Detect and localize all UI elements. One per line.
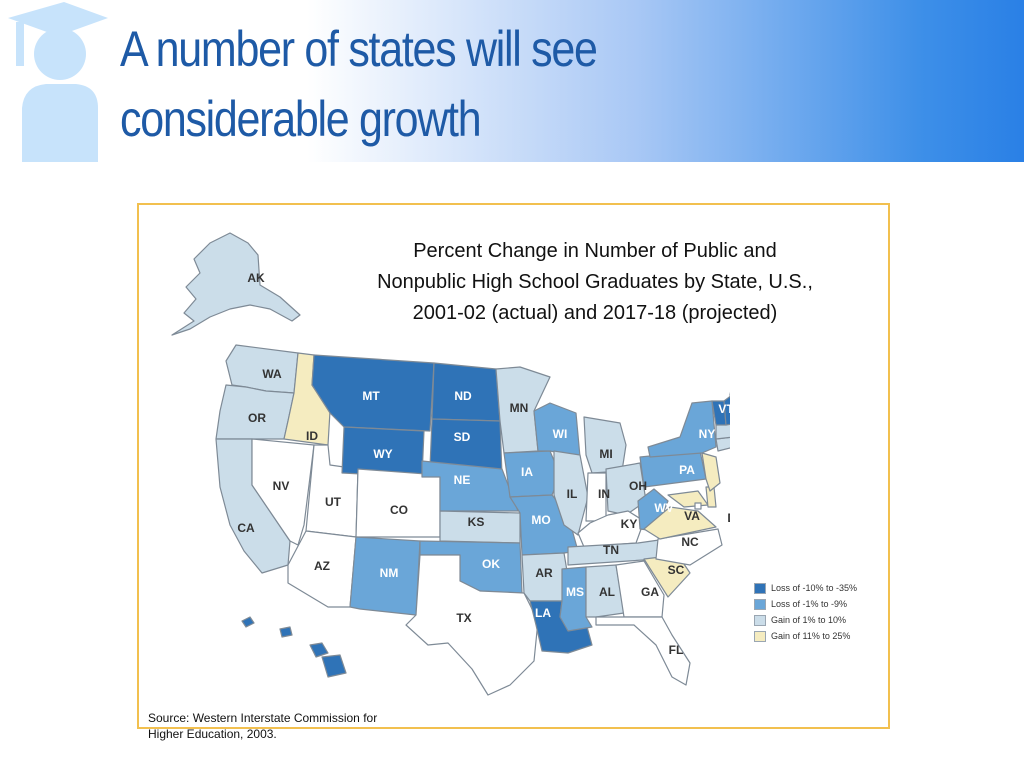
state-label-wa: WA [262, 367, 282, 381]
state-label-oh: OH [629, 479, 647, 493]
state-label-ca: CA [237, 521, 255, 535]
state-label-mo: MO [531, 513, 550, 527]
legend-item-2: Gain of 1% to 10% [754, 612, 874, 628]
state-label-wv: WV [654, 501, 673, 515]
graduate-icon [8, 2, 108, 162]
state-label-nd: ND [454, 389, 472, 403]
state-label-al: AL [599, 585, 615, 599]
legend-swatch-0 [754, 582, 766, 594]
title-banner [0, 0, 1024, 162]
state-label-id: ID [306, 429, 318, 443]
legend-swatch-3 [754, 630, 766, 642]
state-label-ar: AR [535, 566, 553, 580]
state-nm [349, 536, 421, 616]
state-label-wy: WY [373, 447, 392, 461]
legend-item-0: Loss of -10% to -35% [754, 580, 874, 596]
state-label-mn: MN [510, 401, 529, 415]
state-label-ok: OK [482, 557, 500, 571]
state-label-ga: GA [641, 585, 659, 599]
us-states-map: AK WA OR CA ID NV UT AZ MT WY CO NM ND S… [171, 232, 730, 696]
page-title: A number of states will see considerable… [120, 14, 774, 154]
legend-label-3: Gain of 11% to 25% [771, 631, 851, 641]
state-label-ia: IA [521, 465, 533, 479]
state-label-mi: MI [599, 447, 612, 461]
state-mi [583, 416, 627, 474]
state-va [643, 506, 717, 540]
state-dc [694, 502, 702, 510]
state-label-hi: HI [288, 659, 300, 673]
state-label-in: IN [598, 487, 610, 501]
state-label-wi: WI [553, 427, 568, 441]
state-ga [615, 560, 665, 618]
state-label-ne: NE [454, 473, 471, 487]
state-label-sd: SD [454, 430, 471, 444]
state-labels: AK WA OR CA ID NV UT AZ MT WY CO NM ND S… [237, 271, 730, 673]
state-label-nm: NM [380, 566, 399, 580]
state-oh [605, 462, 647, 516]
state-ak [171, 232, 301, 336]
state-label-tx: TX [456, 611, 471, 625]
legend-item-1: Loss of -1% to -9% [754, 596, 874, 612]
state-label-nc: NC [681, 535, 699, 549]
state-al [585, 564, 625, 618]
state-il [553, 450, 589, 536]
legend-label-2: Gain of 1% to 10% [771, 615, 847, 625]
state-label-ak: AK [247, 271, 265, 285]
legend-swatch-1 [754, 598, 766, 610]
state-label-az: AZ [314, 559, 330, 573]
state-label-ms: MS [566, 585, 584, 599]
state-nh [723, 395, 730, 426]
title-line-2: considerable growth [120, 91, 482, 147]
state-label-ky: KY [621, 517, 638, 531]
state-label-sc: SC [668, 563, 685, 577]
state-tx [405, 554, 539, 696]
legend-label-1: Loss of -1% to -9% [771, 599, 848, 609]
legend-label-0: Loss of -10% to -35% [771, 583, 858, 593]
state-label-dc: DC [727, 511, 730, 525]
state-label-fl: FL [669, 643, 684, 657]
state-label-nv: NV [273, 479, 290, 493]
state-fl [595, 616, 691, 686]
state-label-ks: KS [468, 515, 485, 529]
state-nc [655, 528, 723, 566]
map-legend: Loss of -10% to -35% Loss of -1% to -9% … [754, 580, 874, 644]
state-hi [241, 616, 347, 678]
map-title-line-3: 2001-02 (actual) and 2017-18 (projected) [412, 302, 778, 324]
state-ma [715, 423, 730, 440]
state-label-or: OR [248, 411, 266, 425]
state-label-co: CO [390, 503, 408, 517]
state-label-il: IL [567, 487, 578, 501]
state-label-mt: MT [362, 389, 380, 403]
legend-swatch-2 [754, 614, 766, 626]
state-label-pa: PA [679, 463, 695, 477]
map-title-line-2: Nonpublic High School Graduates by State… [377, 271, 813, 293]
legend-item-3: Gain of 11% to 25% [754, 628, 874, 644]
state-label-la: LA [535, 606, 551, 620]
state-label-tn: TN [603, 543, 619, 557]
state-label-vt: VT [718, 402, 730, 416]
source-line-2: Higher Education, 2003. [148, 727, 277, 741]
title-line-1: A number of states will see [120, 21, 598, 77]
state-label-ny: NY [699, 427, 716, 441]
source-line-1: Source: Western Interstate Commission fo… [148, 711, 378, 725]
state-nj [701, 452, 721, 492]
source-note: Source: Western Interstate Commission fo… [148, 710, 448, 742]
state-md [667, 490, 709, 508]
state-label-ut: UT [325, 495, 342, 509]
state-ny [647, 400, 717, 458]
state-label-va: VA [684, 509, 700, 523]
map-title-line-1: Percent Change in Number of Public and [413, 240, 777, 262]
map-title: Percent Change in Number of Public and N… [300, 236, 890, 329]
